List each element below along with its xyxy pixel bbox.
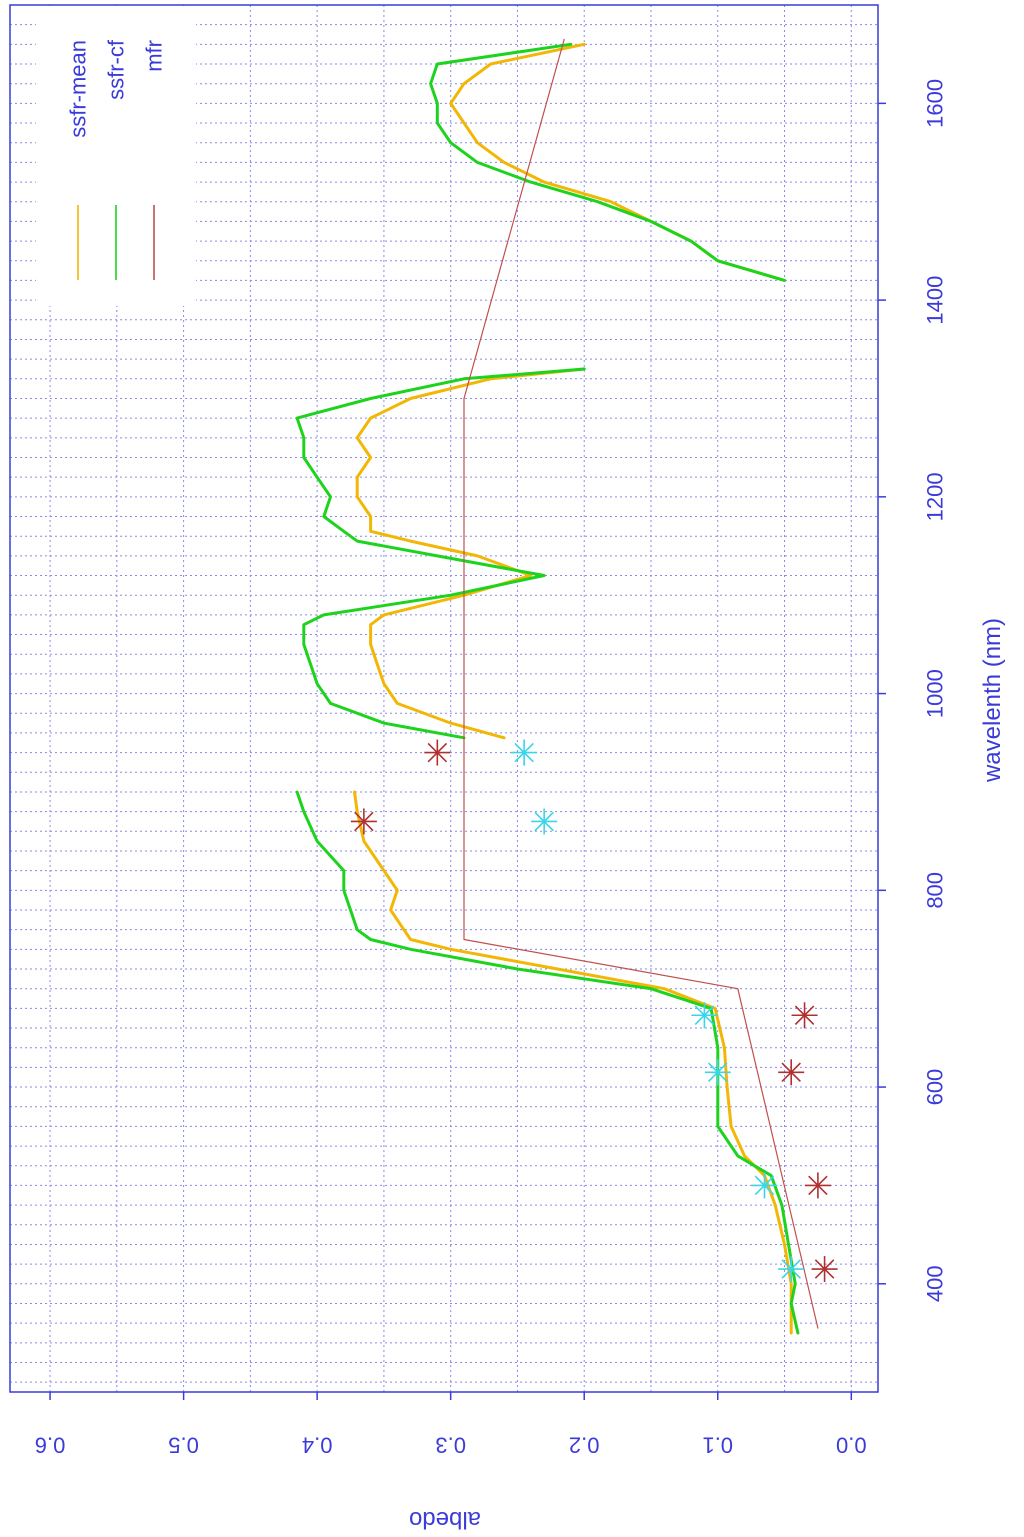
y-tick-label: 0.4 [302,1433,333,1458]
cyan-star-marker [531,808,558,835]
x-tick-label: 600 [923,1069,948,1106]
y-tick-label: 0.5 [168,1433,199,1458]
mfr-star-marker [778,1059,805,1086]
cyan-star-marker [691,1002,718,1029]
y-axis-label: albedo [409,1506,481,1533]
legend: ssfr-mean ssfr-cf mfr [36,6,196,306]
legend-label-ssfr-mean: ssfr-mean [66,40,91,138]
mfr-star-marker [791,1002,818,1029]
cyan-star-marker [751,1172,778,1199]
legend-label-mfr: mfr [142,40,167,72]
series-line-ssfr-cf [295,790,800,1335]
x-tick-label: 400 [923,1265,948,1302]
y-tick-label: 0.1 [702,1433,733,1458]
x-tick-label: 1600 [923,79,948,128]
mfr-star-marker [804,1172,831,1199]
mfr-star-marker [811,1256,838,1283]
series-line-ssfr-cf [295,367,586,740]
cyan-star-marker [704,1059,731,1086]
x-tick-label: 1400 [923,276,948,325]
grid [10,4,878,1392]
mfr-star-marker [350,808,377,835]
x-axis-label: wavelenth (nm) [979,618,1006,783]
y-tick-label: 0.0 [836,1433,867,1458]
x-tick-label: 800 [923,872,948,909]
ticks-layer: 400 600 800 1000 1200 1400 1600 0.0 0.1 0.2 0.3 0.4… [35,79,948,1458]
x-tick-label: 1000 [923,669,948,718]
series-line-ssfr-cf [429,42,786,282]
mfr-star-marker [424,739,451,766]
y-tick-label: 0.6 [35,1433,66,1458]
cyan-star-marker [511,739,538,766]
series-line-mfr [463,38,819,1329]
series-line-ssfr-mean [353,790,793,1335]
series-layer [295,38,819,1335]
x-tick-label: 1200 [923,472,948,521]
y-tick-label: 0.3 [435,1433,466,1458]
cyan-star-marker [778,1256,805,1283]
legend-label-ssfr-cf: ssfr-cf [104,39,129,100]
y-tick-label: 0.2 [569,1433,600,1458]
plot-border [9,4,879,1393]
stars-layer [350,739,838,1283]
series-line-ssfr-mean [355,367,586,740]
